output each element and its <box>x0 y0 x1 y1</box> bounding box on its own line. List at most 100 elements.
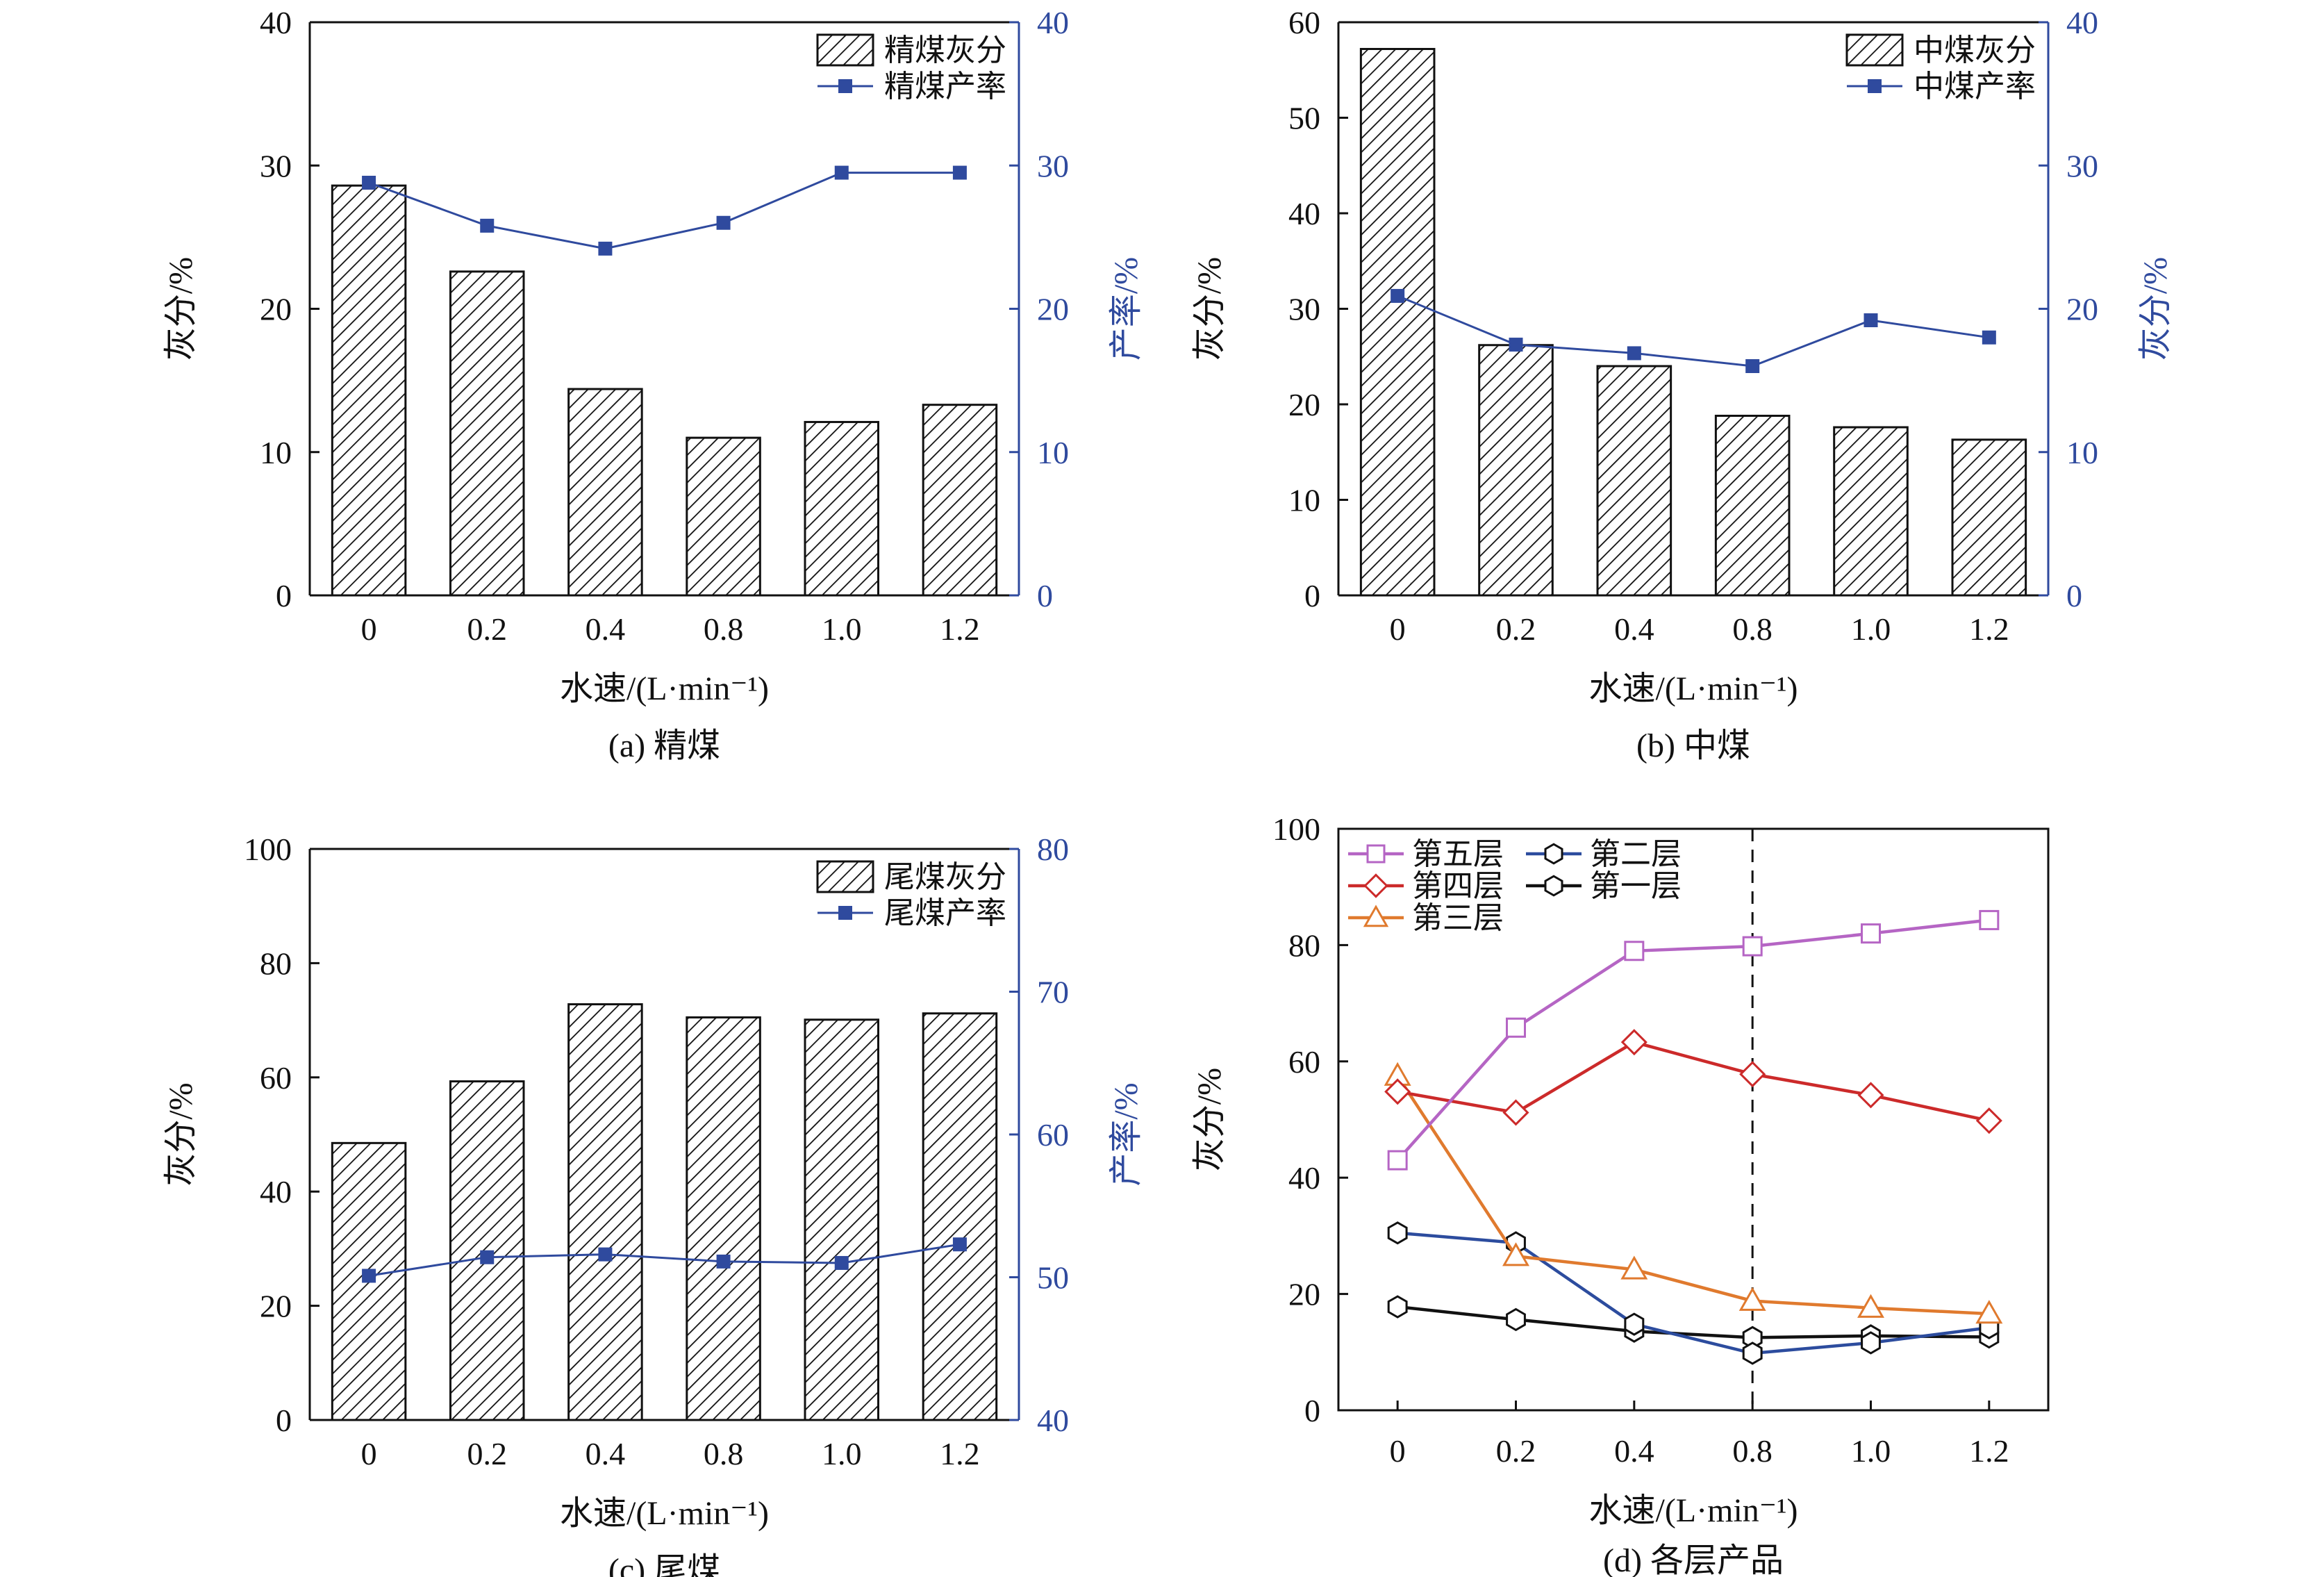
x-tick-label: 0 <box>1390 1433 1406 1469</box>
legend-label: 第一层 <box>1590 869 1682 903</box>
legend-marker-第四层 <box>1363 873 1388 898</box>
legend-label: 第二层 <box>1590 837 1682 871</box>
y-tick-label: 80 <box>260 946 292 981</box>
yield-point-1.0 <box>1864 313 1878 327</box>
series-point-第三层-1.2 <box>1975 1300 2003 1324</box>
yield-point-0.4 <box>598 241 613 256</box>
series-point-第三层-0.2 <box>1502 1242 1529 1266</box>
panel-caption: (c) 尾煤 <box>608 1552 720 1577</box>
x-tick-label: 1.2 <box>940 1436 980 1471</box>
series-point-第五层-1.2 <box>1979 909 2000 930</box>
y-tick-label: 60 <box>1288 5 1320 40</box>
yield-point-0.8 <box>716 215 731 230</box>
y-tick-label: 10 <box>260 435 292 470</box>
y-right-tick-label: 60 <box>1037 1117 1069 1153</box>
legend-line-marker <box>838 906 852 920</box>
y-tick-label: 40 <box>260 5 292 40</box>
legend-marker-第二层 <box>1544 843 1563 865</box>
legend-line-marker <box>838 79 852 93</box>
y-right-tick-label: 40 <box>1037 5 1069 40</box>
yield-point-1.2 <box>952 1237 967 1252</box>
bar-0.8 <box>686 436 761 597</box>
series-point-第一层-0.2 <box>1506 1307 1526 1332</box>
yield-point-0 <box>1391 288 1405 303</box>
panel-a: 0 10 20 30 40 0 10 20 30 40 0 0.2 0.4 0.8 1.0 1.2 灰分/% 产率… <box>163 5 1145 764</box>
legend-bar-label: 尾煤灰分 <box>884 860 1006 894</box>
series-line-第四层 <box>1397 1040 1990 1123</box>
series-point-第四层-0 <box>1384 1078 1411 1105</box>
series-line-第五层 <box>1396 918 1990 1162</box>
legend-bar-swatch <box>816 33 874 67</box>
bar-0.2 <box>449 270 525 597</box>
yield-point-0.2 <box>1509 338 1523 352</box>
y-tick-label: 20 <box>260 292 292 327</box>
y-right-tick-label: 10 <box>2066 435 2098 470</box>
legend-marker-第一层 <box>1544 875 1563 897</box>
series-point-第二层-0.8 <box>1742 1341 1763 1365</box>
series-point-第二层-1.0 <box>1861 1331 1881 1355</box>
yield-line <box>368 172 960 250</box>
series-point-第四层-1.0 <box>1857 1082 1884 1109</box>
y-tick-label: 10 <box>1288 483 1320 518</box>
bar-0.8 <box>686 1016 761 1421</box>
series-point-第四层-0.8 <box>1739 1061 1766 1088</box>
x-tick-label: 0.2 <box>1496 1433 1536 1469</box>
bar-0.8 <box>1714 415 1791 597</box>
panel-b: 0 10 20 30 40 50 60 0 10 20 30 40 0 0.2 0.4 0.8 1.0 1.2 灰分… <box>1191 5 2174 764</box>
series-point-第三层-0.4 <box>1620 1255 1648 1280</box>
legend-line-label: 中煤产率 <box>1914 69 2036 104</box>
series-point-第三层-0.8 <box>1738 1287 1766 1311</box>
legend-marker-第五层 <box>1366 844 1386 864</box>
y-axis-title: 灰分/% <box>163 257 199 361</box>
bar-0.4 <box>1596 365 1673 597</box>
y-tick-label: 100 <box>1272 811 1320 847</box>
legend-label: 第三层 <box>1412 901 1504 935</box>
x-tick-label: 0.4 <box>1614 1433 1654 1469</box>
y-right-tick-label: 20 <box>1037 292 1069 327</box>
y-right-tick-label: 20 <box>2066 292 2098 327</box>
yield-point-1.2 <box>1982 330 1996 345</box>
legend-bar-swatch <box>816 860 874 893</box>
y-right-tick-label: 10 <box>1037 435 1069 470</box>
y-tick-label: 100 <box>244 832 292 867</box>
bar-0.2 <box>1478 344 1554 597</box>
plot-frame <box>1337 827 2050 1412</box>
bar-0 <box>1359 48 1436 597</box>
y-tick-label: 80 <box>1288 927 1320 963</box>
panel-c: 0 20 40 60 80 100 40 50 60 70 80 0 0.2 0.4 0.8 1.0 1.2 灰分… <box>163 832 1145 1577</box>
y-tick-label: 40 <box>1288 1160 1320 1196</box>
y-tick-label: 40 <box>260 1174 292 1209</box>
yield-point-0.2 <box>480 218 495 233</box>
bar-1.2 <box>922 404 998 597</box>
yield-point-0 <box>362 176 376 190</box>
bar-0.4 <box>567 1003 643 1421</box>
y-right-tick-label: 70 <box>1037 975 1069 1010</box>
y-tick-label: 30 <box>1288 292 1320 327</box>
series-line-第二层 <box>1397 1231 1990 1355</box>
y-right-tick-label: 40 <box>1037 1403 1069 1438</box>
yield-point-0.4 <box>598 1247 613 1262</box>
panel-caption: (a) 精煤 <box>608 727 720 764</box>
yield-point-0.4 <box>1627 346 1641 361</box>
y-right-tick-label: 0 <box>1037 578 1053 613</box>
series-point-第五层-0 <box>1387 1150 1408 1171</box>
legend-bar-label: 精煤灰分 <box>884 33 1006 67</box>
legend-bar-swatch <box>1845 33 1904 67</box>
x-tick-label: 1.0 <box>822 1436 862 1471</box>
series-point-第四层-0.2 <box>1502 1099 1529 1126</box>
y-tick-label: 40 <box>1288 196 1320 231</box>
legend-line-label: 精煤产率 <box>884 69 1006 104</box>
series-point-第一层-0 <box>1387 1295 1408 1319</box>
panel-caption: (b) 中煤 <box>1636 727 1750 764</box>
series-point-第五层-0.4 <box>1624 941 1645 961</box>
y-right-axis-title: 灰分/% <box>2137 257 2174 361</box>
y-right-axis-title: 产率/% <box>1108 257 1145 361</box>
legend-bar-label: 中煤灰分 <box>1914 33 2036 67</box>
x-tick-label: 0.4 <box>1614 611 1654 647</box>
x-tick-label: 0.2 <box>467 1436 508 1471</box>
bar-1.2 <box>1951 438 2027 597</box>
y-tick-label: 0 <box>1304 578 1320 613</box>
y-axis-title: 灰分/% <box>1191 1068 1228 1171</box>
x-tick-label: 0.8 <box>704 611 744 647</box>
y-tick-label: 20 <box>260 1289 292 1324</box>
